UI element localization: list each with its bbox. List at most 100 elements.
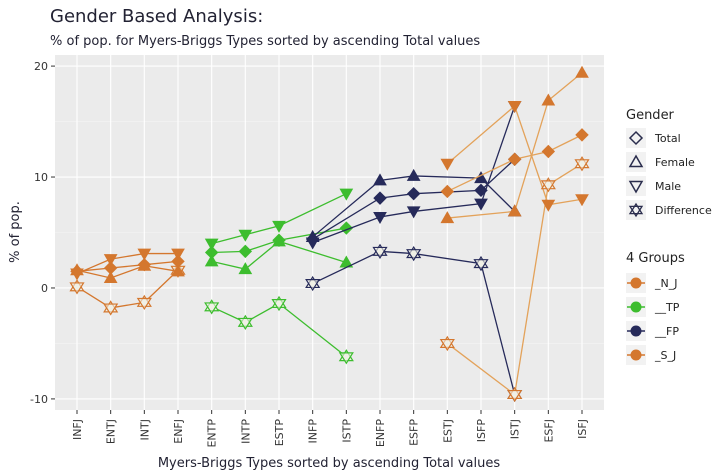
male-point [70,268,84,281]
male-line [446,104,583,206]
x-tick-label: ISFP [475,419,488,443]
female-point [373,173,387,186]
difference-line [211,302,347,358]
legend-male-icon [628,180,644,194]
x-tick-label: ENTP [206,419,219,448]
total-point [406,186,421,201]
male-point [474,198,488,211]
difference-marker-down [204,302,220,315]
x-tick-label: ISTP [340,419,353,443]
female-point [507,204,522,217]
y-axis-ticks: -10 0 10 20 [30,60,55,406]
female-point [103,270,118,283]
groups-legend-label: _N_J [654,277,677,290]
female-point [272,234,286,247]
legend-difference-icon [628,205,644,218]
x-tick-label: ENFJ [172,419,185,444]
difference-point [439,335,455,352]
total-point [373,191,387,205]
total-point [474,183,488,198]
difference-line [446,163,583,396]
x-tick-label: ISTJ [509,419,522,439]
difference-marker-down [473,259,489,272]
y-tick-label: 0 [41,282,48,295]
difference-point [406,245,422,262]
total-point [575,128,589,142]
gender-legend-title: Gender [626,108,675,123]
chart-subtitle: % of pop. for Myers-Briggs Types sorted … [50,34,480,49]
group-1-series [204,188,354,365]
x-tick-label: ENFP [374,419,387,448]
y-tick-label: -10 [30,393,48,406]
groups-legend-title: 4 Groups [626,251,685,266]
difference-marker-down [103,303,119,316]
x-tick-label: ISFJ [576,419,589,439]
difference-point [338,349,354,365]
difference-marker-down [271,299,287,312]
male-point [575,194,589,207]
difference-point [69,279,85,295]
x-axis-title: Myers-Briggs Types sorted by ascending T… [158,456,501,471]
male-point [171,248,185,261]
groups-legend-label: __FP [654,325,679,338]
male-point [137,248,152,261]
legend-group-dot [630,301,642,313]
male-point [339,188,354,201]
difference-marker-down [507,389,523,403]
total-point [507,152,522,166]
female-point [137,258,152,271]
x-tick-label: INTJ [138,419,151,440]
gender-legend-label: Female [655,156,695,169]
female-point [575,65,589,78]
x-tick-label: INFJ [71,419,84,440]
difference-point [507,386,523,403]
female-point [440,211,455,224]
difference-point [540,177,556,193]
difference-point [372,243,388,259]
gender-legend-label: Male [655,180,681,193]
series-layer [69,65,590,403]
female-line [211,240,347,270]
female-point [171,264,185,277]
male-point [238,229,253,242]
difference-point [237,314,253,330]
difference-marker-down [574,159,590,172]
y-axis-title: % of pop. [8,201,23,263]
y-tick-label: 20 [34,60,48,73]
male-point [103,254,118,267]
difference-marker-down [338,352,354,365]
total-line [76,260,179,272]
male-line [76,252,178,275]
female-point [406,168,421,181]
female-line [76,265,179,279]
difference-marker-down [540,180,556,193]
male-point [507,101,522,114]
male-line [211,193,347,245]
difference-point [473,255,489,272]
male-point [272,220,286,233]
male-point [541,199,556,212]
difference-marker-down [237,317,253,330]
male-point [440,158,455,171]
difference-point [305,275,321,292]
difference-marker-down [439,338,455,352]
gender-legend: Total Female Male Difference [626,128,712,220]
difference-marker-down [136,297,152,311]
x-tick-label: INFP [307,419,320,444]
difference-line [76,269,179,309]
difference-point [103,300,119,316]
male-point [204,238,219,251]
total-point [541,144,556,159]
gender-legend-label: Total [654,132,681,145]
legend-total-icon [628,130,644,146]
legend-group-dot [630,325,642,337]
legend-difference-icon [628,202,644,215]
difference-point [271,295,287,312]
female-point [541,93,556,106]
x-tick-label: ESTP [273,419,286,447]
male-point [305,237,320,250]
group-3-series [439,65,590,403]
x-tick-label: ENTJ [105,419,118,444]
x-tick-label: ESFP [408,419,421,446]
